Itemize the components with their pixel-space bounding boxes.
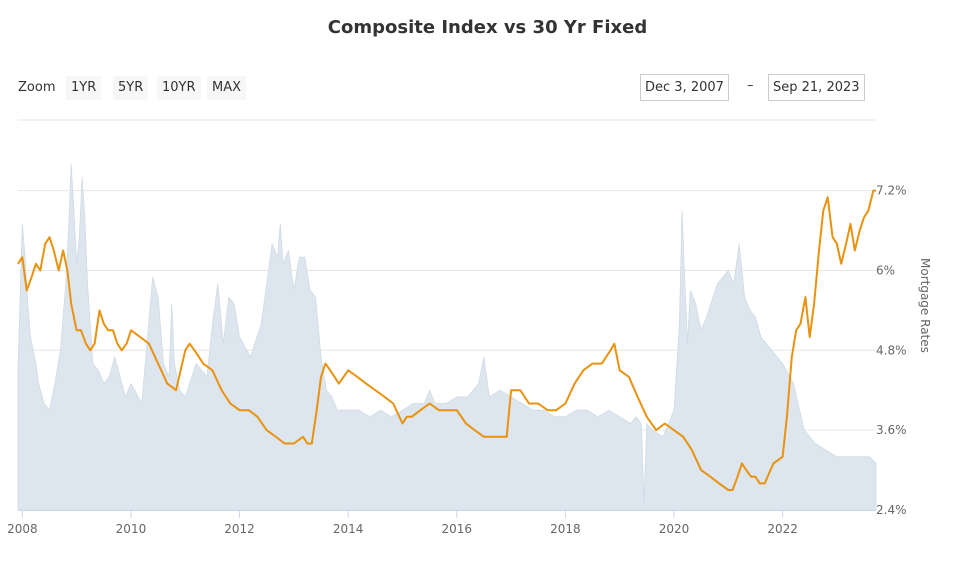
x-tick-label: 2016	[442, 522, 473, 536]
line-series	[17, 189, 876, 491]
x-tick-label: 2020	[659, 522, 690, 536]
zoom-10yr-button[interactable]: 10YR	[157, 76, 201, 100]
zoom-max-button[interactable]: MAX	[207, 76, 247, 100]
x-tick-label: 2012	[224, 522, 255, 536]
x-tick-label: 2022	[767, 522, 798, 536]
y-axis-label: Mortgage Rates	[918, 258, 932, 353]
range-to-input[interactable]: Sep 21, 2023	[768, 74, 865, 101]
x-tick-label: 2014	[333, 522, 364, 536]
chart-title: Composite Index vs 30 Yr Fixed	[327, 17, 648, 38]
y-tick-label: 3.6%	[876, 423, 907, 437]
axes: 7.2% 6% 4.8% 3.6% 2.4% 2008 2010 2012 2014 2016 20…	[7, 184, 906, 536]
x-tick-label: 2008	[7, 522, 38, 536]
y-tick-label: 2.4%	[876, 503, 907, 517]
mortgage-rate-line	[17, 189, 876, 491]
y-tick-label: 6%	[876, 263, 895, 277]
zoom-5yr-button[interactable]: 5YR	[113, 76, 149, 100]
area-series	[17, 163, 877, 511]
y-tick-label: 4.8%	[876, 343, 907, 357]
y-tick-label: 7.2%	[876, 184, 907, 198]
range-from-input[interactable]: Dec 3, 2007	[640, 74, 729, 101]
x-tick-label: 2018	[550, 522, 581, 536]
zoom-1yr-button[interactable]: 1YR	[66, 76, 102, 100]
range-separator: –	[747, 78, 754, 93]
zoom-label: Zoom	[18, 80, 56, 95]
x-tick-label: 2010	[116, 522, 147, 536]
composite-index-area	[17, 163, 877, 511]
